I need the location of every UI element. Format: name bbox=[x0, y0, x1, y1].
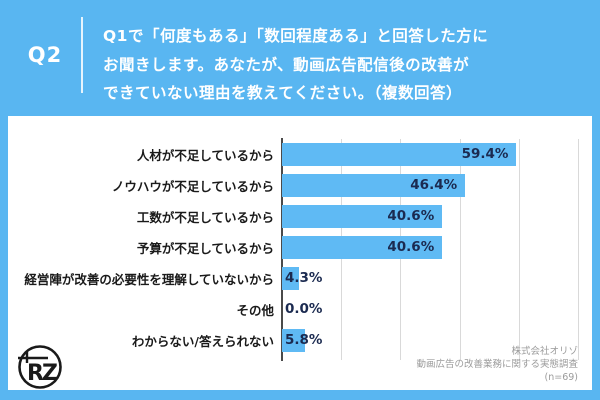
category-label: 予算が不足しているから bbox=[136, 241, 274, 256]
value-label: 40.6% bbox=[387, 208, 435, 224]
value-label: 46.4% bbox=[410, 177, 458, 193]
bar-row: 工数が不足しているから 40.6% bbox=[8, 201, 592, 232]
value-label: 59.4% bbox=[461, 146, 509, 162]
value-label: 5.8% bbox=[285, 332, 323, 348]
category-label: 人材が不足しているから bbox=[136, 148, 274, 163]
bar-row: 経営陣が改善の必要性を理解していないから 4.3% bbox=[8, 263, 592, 294]
category-label: 工数が不足しているから bbox=[136, 210, 274, 225]
bar-row: ノウハウが不足しているから 46.4% bbox=[8, 170, 592, 201]
question-header: Q2 Q1で「何度もある」「数回程度ある」と回答した方に お聞きします。あなたが… bbox=[0, 0, 600, 116]
value-label: 4.3% bbox=[285, 270, 323, 286]
gridline bbox=[518, 139, 520, 360]
chart-card: 人材が不足しているから 59.4% ノウハウが不足しているから 46.4% 工数が不足し… bbox=[8, 116, 592, 390]
header-divider bbox=[81, 17, 83, 93]
bar-chart: 人材が不足しているから 59.4% ノウハウが不足しているから 46.4% 工数が不足し… bbox=[8, 116, 592, 390]
bar bbox=[282, 236, 443, 259]
rz-monogram-logo-icon: RZ bbox=[18, 345, 62, 389]
question-number: Q2 bbox=[27, 43, 63, 67]
bar bbox=[282, 205, 443, 228]
source-sample-size: (n=69) bbox=[544, 372, 578, 383]
bar-row: 人材が不足しているから 59.4% bbox=[8, 139, 592, 170]
svg-text:RZ: RZ bbox=[27, 361, 57, 386]
bar-row: その他 0.0% bbox=[8, 294, 592, 325]
question-text: Q1で「何度もある」「数回程度ある」と回答した方に お聞きします。あなたが、動画… bbox=[103, 22, 583, 108]
bar bbox=[282, 267, 299, 290]
source-survey-title: 動画広告の改善業務に関する実態調査 bbox=[416, 359, 578, 370]
source-company: 株式会社オリゾ bbox=[511, 346, 578, 357]
category-label: ノウハウが不足しているから bbox=[111, 179, 274, 194]
question-line-2: お聞きします。あなたが、動画広告配信後の改善が bbox=[103, 55, 470, 74]
category-label: わからない/答えられない bbox=[131, 334, 274, 349]
bar bbox=[282, 174, 466, 197]
category-label: その他 bbox=[236, 303, 274, 318]
category-label: 経営陣が改善の必要性を理解していないから bbox=[24, 272, 274, 287]
bar bbox=[282, 329, 305, 352]
source-note: 株式会社オリゾ 動画広告の改善業務に関する実態調査 (n=69) bbox=[416, 345, 578, 384]
gridline bbox=[578, 139, 579, 360]
question-line-3: できていない理由を教えてください。（複数回答） bbox=[103, 84, 463, 102]
bar-row: わからない/答えられない 5.8% bbox=[8, 325, 592, 356]
bar bbox=[282, 143, 517, 166]
bar-row: 予算が不足しているから 40.6% bbox=[8, 232, 592, 263]
value-label: 40.6% bbox=[387, 239, 435, 255]
value-label: 0.0% bbox=[285, 301, 323, 317]
gridline bbox=[459, 139, 461, 360]
question-line-1: Q1で「何度もある」「数回程度ある」と回答した方に bbox=[103, 27, 489, 45]
